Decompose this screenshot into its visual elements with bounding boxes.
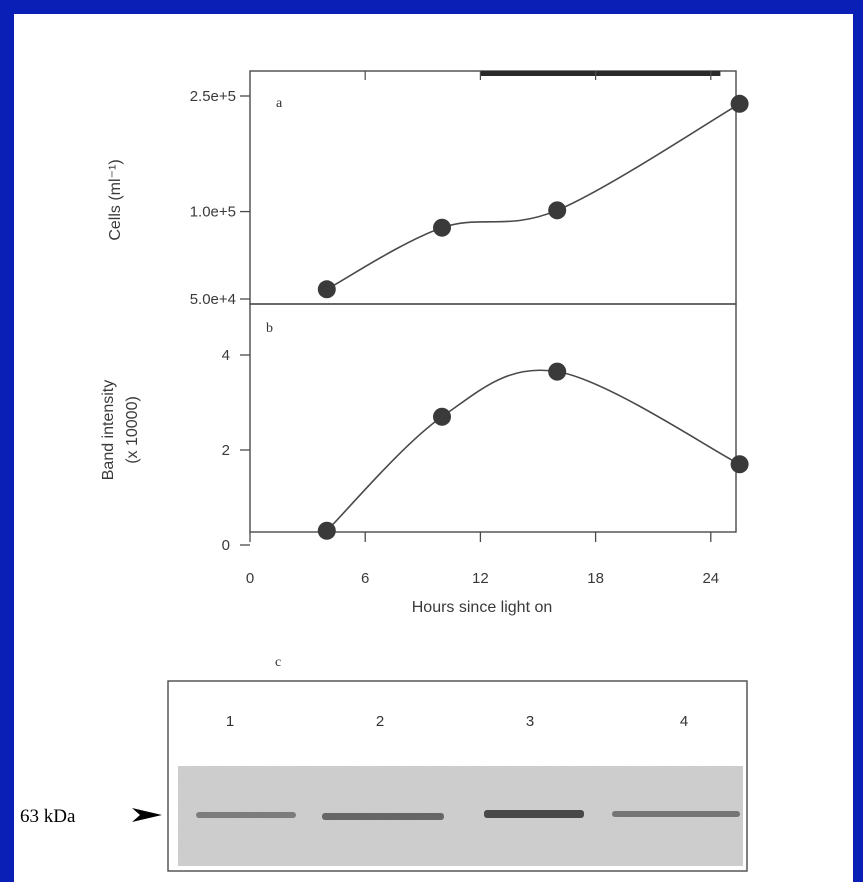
panel-b-x-tick-label: 12 [472,570,489,587]
panel-a-y-tick-label: 5.0e+4 [190,291,236,308]
panel-a-letter: a [276,96,283,111]
lane-label-2: 2 [376,713,384,730]
panel-b-y-axis-subtitle: (x 10000) [124,396,141,464]
blot-band-3 [484,810,584,818]
panel-b-fit-curve [326,369,740,532]
panel-a-y-tick-label: 2.5e+5 [190,88,236,105]
blot-band-4 [612,811,740,817]
panel-b-x-tick-label: 0 [246,570,254,587]
panel-a-data-point [548,201,567,220]
blot-band-2 [322,813,444,820]
panel-a-ticks: 5.0e+4 1.0e+5 2.5e+5 [190,71,712,308]
x-axis-title: Hours since light on [412,599,553,616]
panel-a-frame [249,70,737,305]
panel-b-y-tick-label: 4 [222,347,230,364]
panel-a-points [317,94,749,299]
panel-a-y-tick-label: 1.0e+5 [190,204,236,221]
panel-b-y-axis-title: Band intensity [100,380,117,481]
panel-c-letter: c [275,655,281,670]
panel-b-data-point [433,407,451,426]
panel-c-blot: c 1 2 3 4 63 kDa [20,655,748,872]
panel-b-data-point [317,521,336,540]
panel-b-data-point [548,362,567,381]
panel-a-y-axis-title: Cells (ml⁻¹) [107,159,124,240]
lane-label-1: 1 [226,713,234,730]
panel-b-letter: b [266,321,273,336]
panel-b-frame [249,303,737,533]
lane-label-3: 3 [526,713,534,730]
panel-b-x-tick-label: 18 [587,570,604,587]
panel-b-data-point [730,455,749,474]
panel-a: a Cells (ml⁻¹) 5.0e+4 1.0e+5 2.5e+5 [107,70,749,308]
panel-a-data-point [317,280,336,299]
panel-b-points [317,362,749,540]
panel-b-x-tick-label: 24 [702,570,719,587]
lane-label-4: 4 [680,713,688,730]
panel-a-data-point [730,94,749,113]
panel-a-data-point [433,218,451,237]
panel-b-x-tick-label: 6 [361,570,369,587]
blot-band-1 [196,812,296,818]
marker-arrow-icon [132,808,162,822]
figure-canvas: a Cells (ml⁻¹) 5.0e+4 1.0e+5 2.5e+5 b Band… [20,70,749,872]
figure-frame: a Cells (ml⁻¹) 5.0e+4 1.0e+5 2.5e+5 b Band… [14,14,853,882]
panel-b-y-tick-label: 0 [222,537,230,554]
panel-b-y-tick-label: 2 [222,442,230,459]
molecular-weight-marker-label: 63 kDa [20,806,76,827]
panel-a-fit-curve [326,103,741,290]
